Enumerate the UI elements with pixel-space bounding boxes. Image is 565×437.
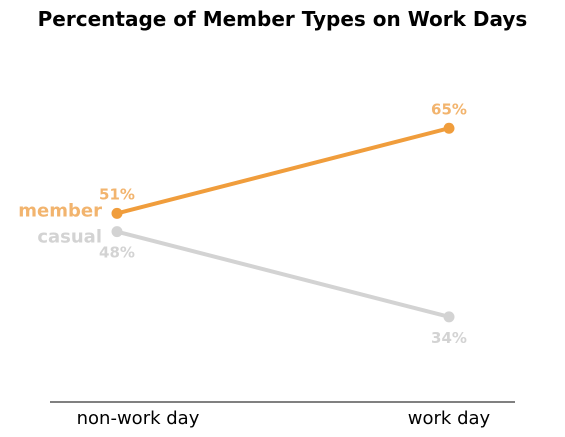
casual-value-label-non-work-day: 48% (99, 244, 135, 262)
chart-title: Percentage of Member Types on Work Days (37, 7, 528, 31)
member-point-work-day (443, 122, 455, 134)
casual-line (115, 229, 451, 319)
casual-value-label-work-day: 34% (431, 329, 467, 347)
member-value-label-work-day: 65% (431, 100, 467, 118)
member-point-non-work-day (111, 207, 123, 219)
member-value-label-non-work-day: 51% (99, 185, 135, 203)
member-series-label: member (18, 200, 102, 221)
member-line (115, 126, 451, 216)
x-tick-label-work-day: work day (408, 408, 491, 429)
casual-series-label: casual (37, 227, 102, 248)
x-tick-label-non-work-day: non-work day (77, 408, 200, 429)
series-layer: 48% 34% casual 51% 65% member (18, 100, 467, 347)
casual-point-work-day (443, 311, 455, 323)
casual-point-non-work-day (111, 226, 123, 238)
x-tick-layer: non-work day work day (77, 408, 491, 429)
